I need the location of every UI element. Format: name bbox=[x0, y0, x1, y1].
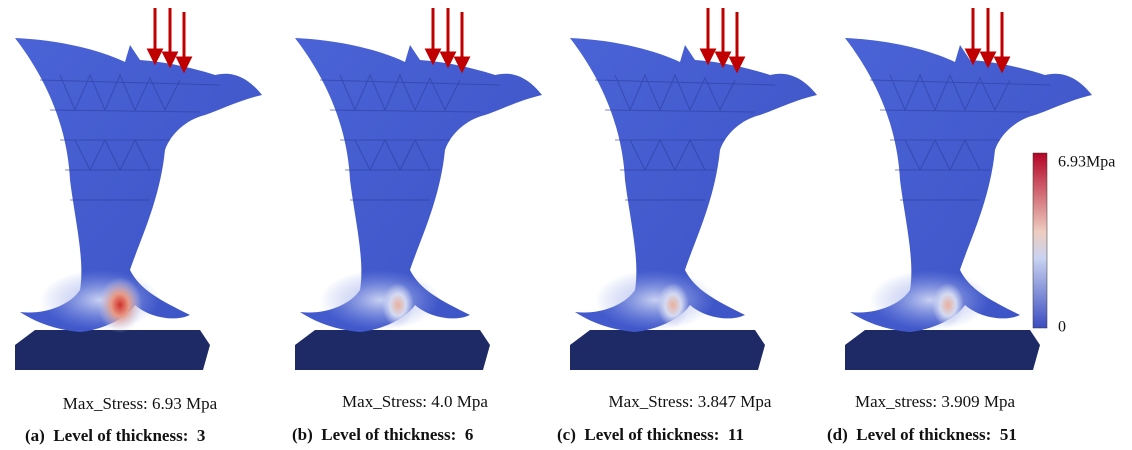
caption: (a) Level of thickness: 3 bbox=[25, 426, 205, 445]
caption: (b) Level of thickness: 6 bbox=[292, 425, 473, 444]
colorbar bbox=[1033, 153, 1047, 328]
max-stress: Max_stress: 3.909 Mpa bbox=[855, 392, 1016, 411]
max-stress: Max_Stress: 4.0 Mpa bbox=[342, 392, 488, 411]
caption: (d) Level of thickness: 51 bbox=[827, 425, 1017, 444]
max-stress: Max_Stress: 3.847 Mpa bbox=[609, 392, 772, 411]
panel-a bbox=[15, 8, 262, 370]
max-stress: Max_Stress: 6.93 Mpa bbox=[63, 394, 218, 413]
colorbar-max: 6.93Mpa bbox=[1058, 154, 1115, 171]
figure: 6.93Mpa 0 Max_Stress: 6.93 Mpa Max_Stres… bbox=[0, 0, 1132, 450]
panel-d bbox=[845, 8, 1092, 370]
colorbar-min: 0 bbox=[1058, 319, 1066, 336]
panel-b bbox=[295, 8, 542, 370]
caption: (c) Level of thickness: 11 bbox=[557, 425, 744, 444]
panel-c bbox=[570, 8, 817, 370]
